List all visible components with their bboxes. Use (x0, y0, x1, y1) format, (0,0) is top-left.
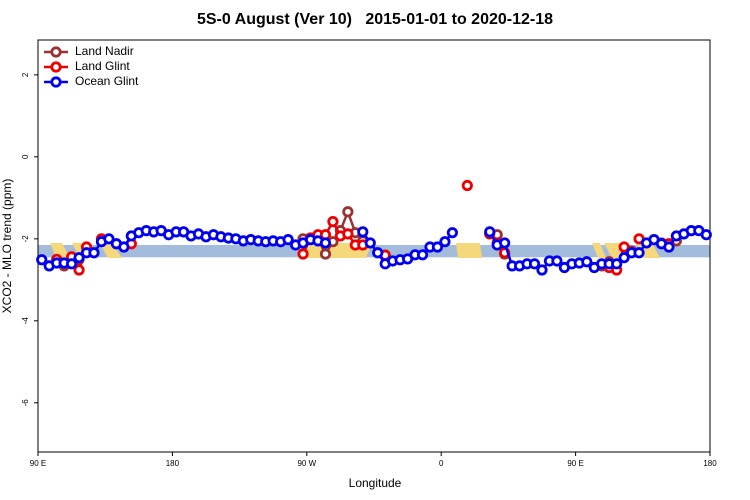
point (66, 258, 78, 270)
y-tick-label: -2 (21, 235, 30, 243)
point (633, 247, 645, 259)
point (618, 252, 630, 264)
point (103, 233, 115, 245)
point (364, 237, 376, 249)
point (528, 258, 541, 270)
point (499, 237, 511, 249)
x-tick-label: 0 (439, 459, 444, 468)
x-tick-label: 90 E (567, 459, 583, 468)
x-axis-label: Longitude (349, 476, 402, 490)
point (446, 227, 458, 239)
point (431, 241, 444, 253)
legend-marker (50, 76, 62, 88)
point (342, 228, 354, 240)
y-tick-label: -4 (21, 317, 30, 325)
point (461, 179, 473, 192)
point (36, 254, 48, 266)
legend-label: Ocean Glint (75, 74, 139, 88)
x-tick-label: 90 W (297, 459, 316, 468)
x-tick-label: 90 E (30, 459, 46, 468)
point (551, 255, 563, 267)
x-tick-label: 180 (703, 459, 717, 468)
land-patch (100, 243, 122, 258)
land-patch (456, 243, 482, 258)
point (319, 248, 332, 260)
y-tick-label: 0 (21, 154, 30, 159)
y-tick-label: -6 (21, 399, 30, 407)
point (297, 248, 309, 260)
point (327, 216, 339, 228)
legend-marker (50, 61, 62, 73)
point (319, 237, 332, 249)
point (581, 256, 593, 268)
point (282, 234, 294, 246)
point (73, 252, 85, 264)
chart-title: 5S-0 August (Ver 10) 2015-01-01 to 2020-… (197, 11, 553, 28)
point (536, 264, 548, 276)
point (484, 226, 496, 238)
point (611, 258, 623, 270)
land-patch (592, 243, 606, 258)
x-tick-label: 180 (166, 459, 180, 468)
point (372, 247, 384, 259)
legend-label: Land Nadir (75, 44, 134, 58)
plot-frame (37, 39, 711, 453)
point (73, 264, 85, 276)
point (700, 229, 712, 241)
y-tick-label: 2 (21, 72, 30, 77)
point (416, 249, 429, 261)
y-axis-label: XCO2 - MLO trend (ppm) (0, 179, 14, 314)
point (439, 236, 451, 248)
point (357, 226, 369, 238)
point (342, 206, 354, 218)
legend-label: Land Glint (75, 59, 130, 73)
point (88, 247, 100, 259)
point (663, 241, 675, 253)
point (118, 241, 130, 253)
legend-marker (50, 46, 62, 58)
point (618, 241, 630, 253)
